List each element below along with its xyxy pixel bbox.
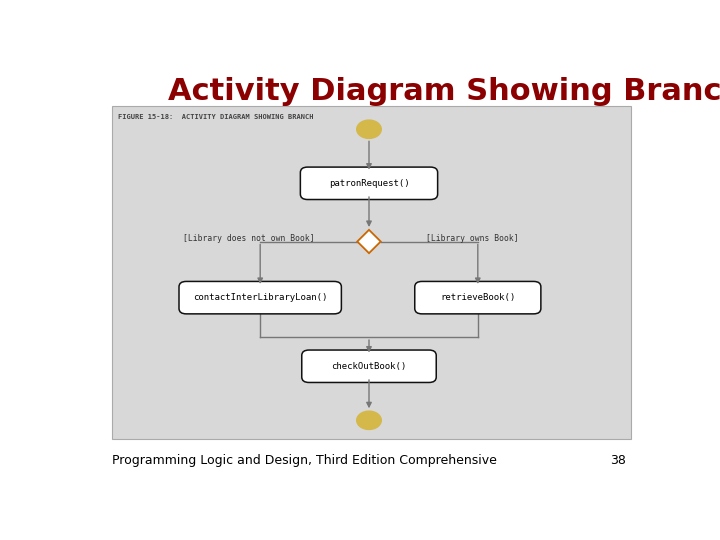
FancyBboxPatch shape bbox=[179, 281, 341, 314]
Circle shape bbox=[356, 120, 382, 138]
Polygon shape bbox=[357, 230, 381, 253]
FancyBboxPatch shape bbox=[302, 350, 436, 382]
Text: retrieveBook(): retrieveBook() bbox=[440, 293, 516, 302]
FancyBboxPatch shape bbox=[300, 167, 438, 199]
Text: FIGURE 15-18:  ACTIVITY DIAGRAM SHOWING BRANCH: FIGURE 15-18: ACTIVITY DIAGRAM SHOWING B… bbox=[118, 114, 313, 120]
Text: Programming Logic and Design, Third Edition Comprehensive: Programming Logic and Design, Third Edit… bbox=[112, 454, 498, 467]
FancyBboxPatch shape bbox=[415, 281, 541, 314]
Text: [Library owns Book]: [Library owns Book] bbox=[426, 234, 518, 243]
Text: Activity Diagram Showing Branch: Activity Diagram Showing Branch bbox=[168, 77, 720, 106]
FancyBboxPatch shape bbox=[112, 106, 631, 439]
Text: patronRequest(): patronRequest() bbox=[329, 179, 409, 188]
Text: [Library does not own Book]: [Library does not own Book] bbox=[183, 234, 315, 243]
Text: contactInterLibraryLoan(): contactInterLibraryLoan() bbox=[193, 293, 328, 302]
Circle shape bbox=[356, 411, 382, 429]
Text: checkOutBook(): checkOutBook() bbox=[331, 362, 407, 371]
Text: 38: 38 bbox=[610, 454, 626, 467]
